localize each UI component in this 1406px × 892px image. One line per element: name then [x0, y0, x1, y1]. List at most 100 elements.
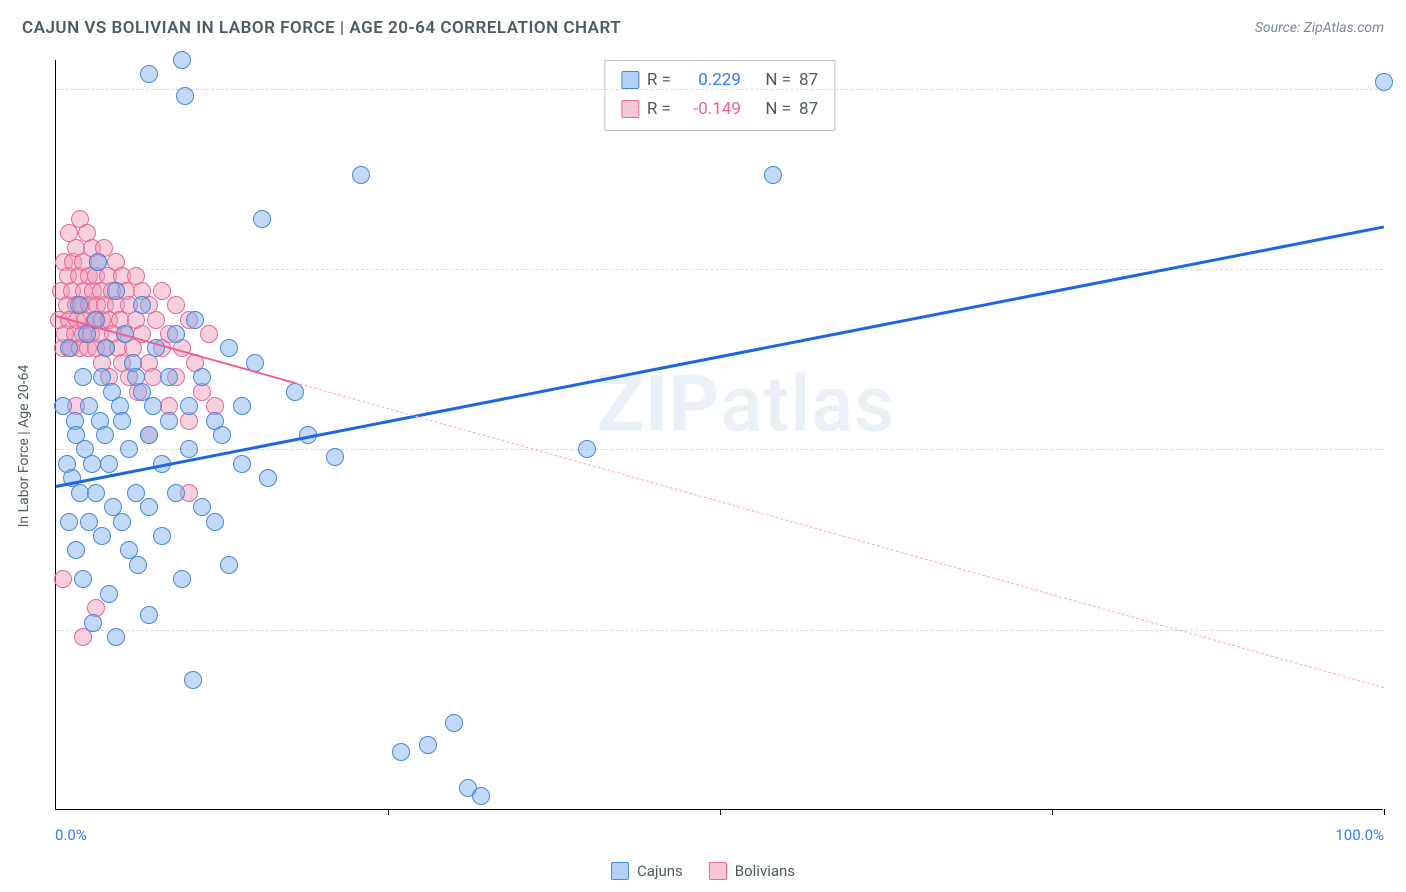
gridline-h — [56, 269, 1383, 270]
data-point — [1375, 73, 1393, 91]
data-point — [87, 484, 105, 502]
r-value-cajuns: 0.229 — [679, 66, 741, 95]
data-point — [184, 671, 202, 689]
data-point — [173, 51, 191, 69]
gridline-h — [56, 89, 1383, 90]
legend-label-cajuns: Cajuns — [637, 862, 683, 880]
data-point — [80, 513, 98, 531]
swatch-blue-icon — [621, 71, 639, 89]
data-point — [167, 484, 185, 502]
data-point — [60, 513, 78, 531]
data-point — [153, 282, 171, 300]
data-point — [84, 614, 102, 632]
data-point — [74, 368, 92, 386]
data-point — [140, 606, 158, 624]
y-tick-label: 87.5% — [1393, 260, 1406, 278]
legend: Cajuns Bolivians — [611, 862, 795, 880]
stats-row-cajuns: R = 0.229 N = 87 — [621, 66, 818, 95]
legend-swatch-pink-icon — [709, 862, 727, 880]
data-point — [176, 87, 194, 105]
data-point — [83, 455, 101, 473]
data-point — [233, 455, 251, 473]
data-point — [107, 628, 125, 646]
correlation-stats-box: R = 0.229 N = 87 R = -0.149 N = 87 — [604, 60, 835, 131]
data-point — [89, 253, 107, 271]
data-point — [93, 527, 111, 545]
y-tick-label: 100.0% — [1393, 80, 1406, 98]
data-point — [419, 736, 437, 754]
x-tick — [1384, 809, 1385, 815]
data-point — [167, 296, 185, 314]
n-value-bolivians: 87 — [799, 95, 818, 124]
data-point — [180, 440, 198, 458]
y-axis-label: In Labor Force | Age 20-64 — [16, 365, 32, 528]
data-point — [147, 311, 165, 329]
legend-item-cajuns: Cajuns — [611, 862, 683, 880]
data-point — [213, 426, 231, 444]
y-tick-label: 75.0% — [1393, 440, 1406, 458]
x-axis-max-label: 100.0% — [1335, 826, 1384, 844]
data-point — [186, 311, 204, 329]
data-point — [160, 368, 178, 386]
gridline-h — [56, 449, 1383, 450]
stats-row-bolivians: R = -0.149 N = 87 — [621, 95, 818, 124]
data-point — [472, 787, 490, 805]
data-point — [233, 397, 251, 415]
data-point — [286, 383, 304, 401]
data-point — [392, 743, 410, 761]
data-point — [140, 498, 158, 516]
data-point — [54, 570, 72, 588]
data-point — [140, 426, 158, 444]
data-point — [67, 541, 85, 559]
chart-title: CAJUN VS BOLIVIAN IN LABOR FORCE | AGE 2… — [22, 18, 621, 38]
r-value-bolivians: -0.149 — [679, 95, 741, 124]
data-point — [113, 513, 131, 531]
data-point — [100, 455, 118, 473]
data-point — [180, 397, 198, 415]
data-point — [352, 166, 370, 184]
x-axis-min-label: 0.0% — [55, 826, 87, 844]
data-point — [100, 585, 118, 603]
data-point — [259, 469, 277, 487]
data-point — [70, 296, 88, 314]
data-point — [193, 368, 211, 386]
data-point — [167, 325, 185, 343]
data-point — [173, 570, 191, 588]
data-point — [200, 325, 218, 343]
data-point — [220, 339, 238, 357]
legend-swatch-blue-icon — [611, 862, 629, 880]
data-point — [160, 412, 178, 430]
data-point — [129, 556, 147, 574]
source-attribution: Source: ZipAtlas.com — [1255, 20, 1384, 36]
data-point — [60, 339, 78, 357]
data-point — [764, 166, 782, 184]
chart-plot-area: ZIPatlas R = 0.229 N = 87 R = -0.149 N =… — [55, 60, 1383, 810]
data-point — [74, 570, 92, 588]
data-point — [120, 440, 138, 458]
data-point — [193, 498, 211, 516]
x-tick — [388, 809, 389, 815]
x-tick — [720, 809, 721, 815]
data-point — [144, 397, 162, 415]
data-point — [220, 556, 238, 574]
data-point — [113, 412, 131, 430]
data-point — [445, 714, 463, 732]
legend-item-bolivians: Bolivians — [709, 862, 795, 880]
data-point — [96, 426, 114, 444]
y-tick-label: 62.5% — [1393, 621, 1406, 639]
data-point — [253, 210, 271, 228]
data-point — [206, 513, 224, 531]
data-point — [133, 296, 151, 314]
data-point — [97, 339, 115, 357]
legend-label-bolivians: Bolivians — [735, 862, 795, 880]
trend-line — [295, 382, 1384, 688]
data-point — [326, 448, 344, 466]
data-point — [127, 484, 145, 502]
swatch-pink-icon — [621, 100, 639, 118]
data-point — [578, 440, 596, 458]
data-point — [140, 65, 158, 83]
data-point — [153, 527, 171, 545]
data-point — [107, 282, 125, 300]
x-tick — [1052, 809, 1053, 815]
n-value-cajuns: 87 — [799, 66, 818, 95]
